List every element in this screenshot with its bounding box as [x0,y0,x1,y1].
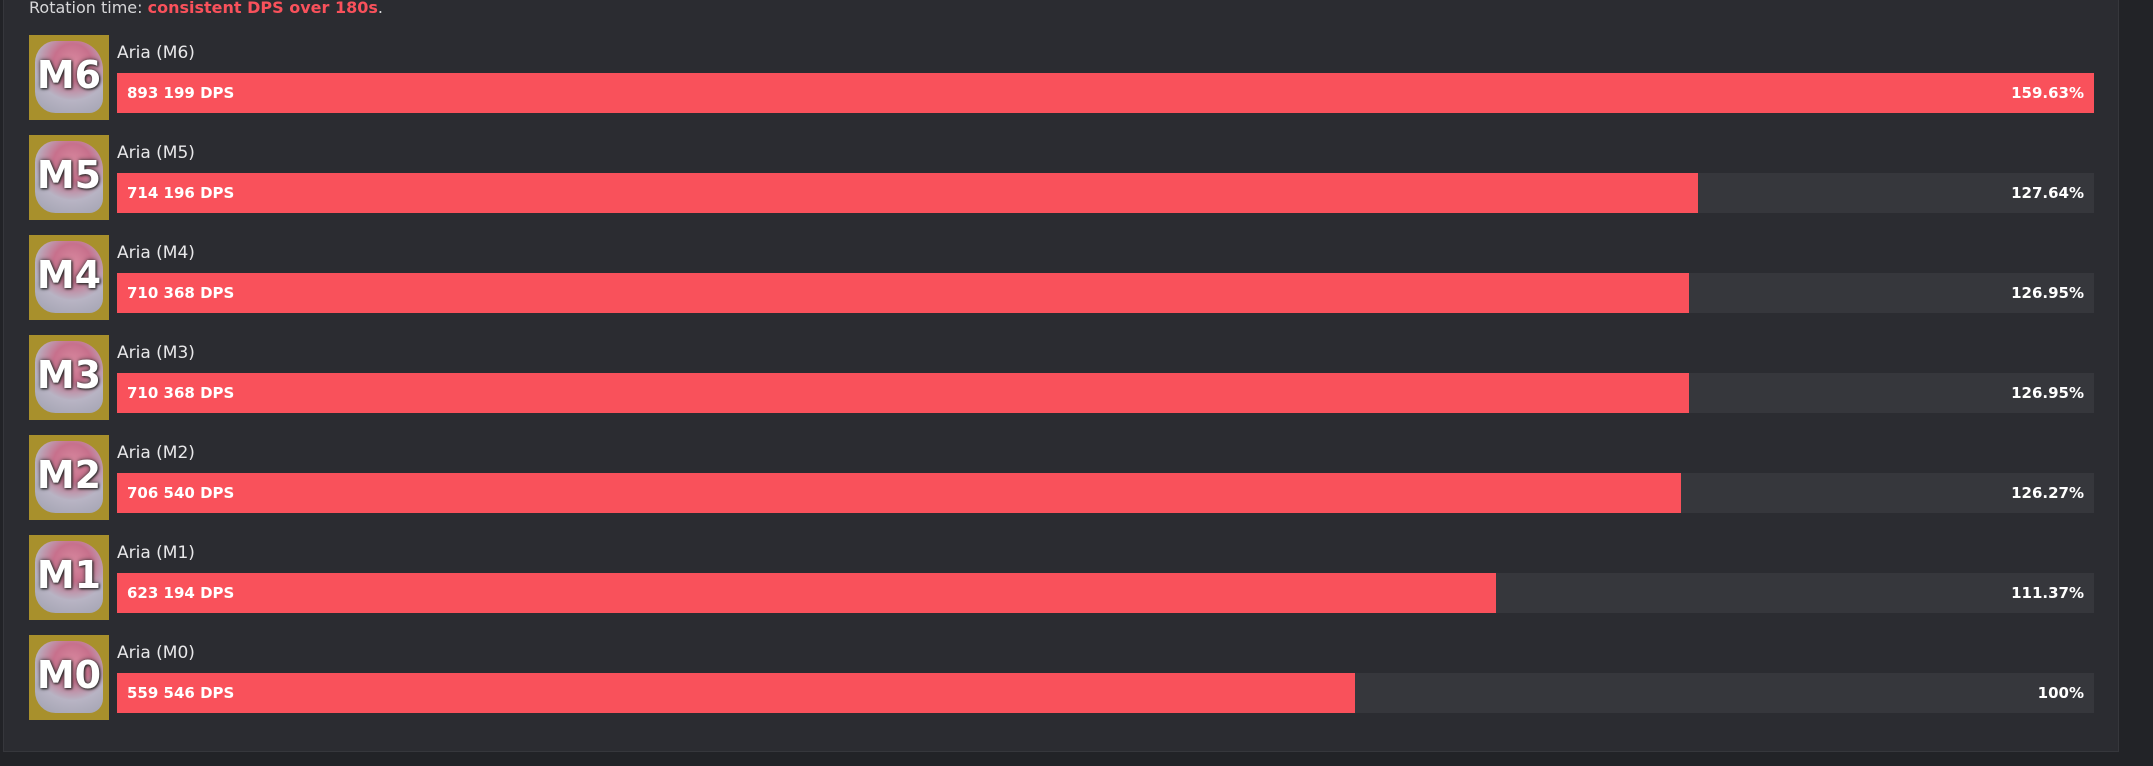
dps-value: 710 368 DPS [127,284,235,302]
dps-row: M0 Aria (M0) 559 546 DPS 100% [29,635,2094,721]
character-portrait-image [35,541,103,613]
rotation-time-note: Rotation time: consistent DPS over 180s. [29,0,383,17]
dps-bar-fill [117,473,1681,513]
character-portrait-image [35,141,103,213]
dps-bar-track: 710 368 DPS 126.95% [117,373,2094,413]
eidolon-level-label: M4 [36,253,102,297]
character-name: Aria (M4) [117,243,195,263]
dps-value: 710 368 DPS [127,384,235,402]
character-avatar: M4 [29,235,109,320]
dps-percent: 126.95% [2011,284,2084,302]
eidolon-level-label: M6 [36,53,102,97]
dps-bar-track: 706 540 DPS 126.27% [117,473,2094,513]
dps-percent: 159.63% [2011,84,2084,102]
character-name: Aria (M3) [117,343,195,363]
character-name: Aria (M6) [117,43,195,63]
eidolon-level-label: M2 [36,453,102,497]
character-portrait-image [35,41,103,113]
character-portrait-image [35,441,103,513]
eidolon-level-label: M1 [36,553,102,597]
character-portrait-image [35,341,103,413]
dps-row: M4 Aria (M4) 710 368 DPS 126.95% [29,235,2094,321]
dps-row: M3 Aria (M3) 710 368 DPS 126.95% [29,335,2094,421]
dps-percent: 127.64% [2011,184,2084,202]
dps-row: M1 Aria (M1) 623 194 DPS 111.37% [29,535,2094,621]
dps-bar-fill [117,173,1698,213]
rotation-highlight: consistent DPS over 180s [147,0,378,17]
dps-bar-fill [117,573,1497,613]
dps-value: 623 194 DPS [127,584,235,602]
dps-bar-track: 559 546 DPS 100% [117,673,2094,713]
dps-bar-fill [117,373,1690,413]
dps-row: M6 Aria (M6) 893 199 DPS 159.63% [29,35,2094,121]
dps-percent: 111.37% [2011,584,2084,602]
character-name: Aria (M2) [117,443,195,463]
character-name: Aria (M5) [117,143,195,163]
dps-row: M5 Aria (M5) 714 196 DPS 127.64% [29,135,2094,221]
dps-bar-track: 893 199 DPS 159.63% [117,73,2094,113]
dps-bar-fill [117,73,2094,113]
dps-bar-track: 710 368 DPS 126.95% [117,273,2094,313]
dps-bar-fill [117,673,1356,713]
character-portrait-image [35,641,103,713]
eidolon-level-label: M3 [36,353,102,397]
dps-row: M2 Aria (M2) 706 540 DPS 126.27% [29,435,2094,521]
eidolon-level-label: M0 [36,653,102,697]
dps-percent: 100% [2037,684,2084,702]
character-name: Aria (M0) [117,643,195,663]
dps-value: 706 540 DPS [127,484,235,502]
dps-value: 559 546 DPS [127,684,235,702]
character-name: Aria (M1) [117,543,195,563]
rotation-suffix: . [377,0,383,17]
dps-bar-track: 714 196 DPS 127.64% [117,173,2094,213]
character-avatar: M2 [29,435,109,520]
character-avatar: M5 [29,135,109,220]
character-avatar: M3 [29,335,109,420]
character-portrait-image [35,241,103,313]
character-avatar: M1 [29,535,109,620]
dps-percent: 126.27% [2011,484,2084,502]
eidolon-level-label: M5 [36,153,102,197]
dps-value: 714 196 DPS [127,184,235,202]
dps-percent: 126.95% [2011,384,2084,402]
character-avatar: M0 [29,635,109,720]
dps-value: 893 199 DPS [127,84,235,102]
character-avatar: M6 [29,35,109,120]
dps-bar-track: 623 194 DPS 111.37% [117,573,2094,613]
rotation-label: Rotation time: [29,0,148,17]
dps-bar-fill [117,273,1690,313]
